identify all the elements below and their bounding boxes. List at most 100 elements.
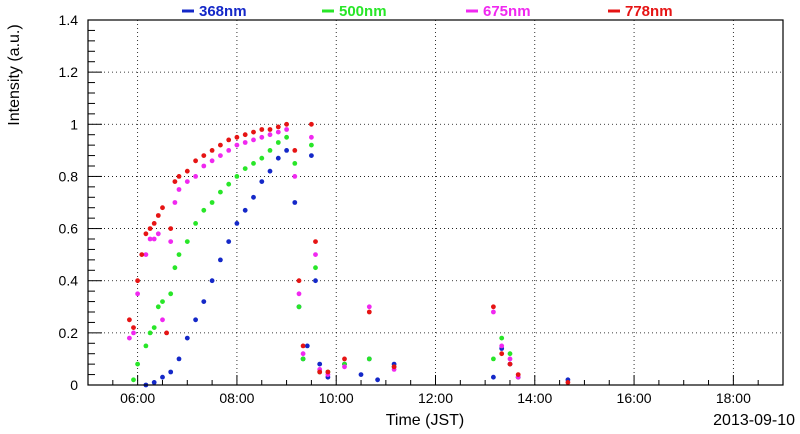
data-point	[507, 351, 513, 357]
plot-frame	[87, 19, 784, 386]
data-point	[168, 369, 174, 375]
data-point	[304, 343, 310, 349]
series-368nm	[143, 148, 571, 388]
data-point	[131, 377, 136, 383]
data-point	[259, 127, 265, 132]
data-point	[147, 330, 153, 336]
data-point	[160, 317, 165, 323]
data-point	[168, 239, 174, 245]
data-point	[491, 309, 496, 315]
data-point	[292, 174, 298, 179]
data-point	[296, 278, 302, 284]
data-point	[201, 299, 207, 304]
legend: 368nm 500nm 675nm 778nm	[182, 3, 673, 20]
data-point	[342, 356, 347, 362]
data-points	[126, 121, 571, 388]
data-point	[209, 200, 215, 205]
data-point	[193, 221, 199, 226]
data-point	[309, 142, 314, 148]
data-point	[259, 134, 265, 140]
axis-ticks: 06:00 08:00 10:00 12:00 14:00 16:00 18:00 0 0.2 0…	[59, 12, 759, 406]
data-point	[242, 140, 248, 145]
x-tick-label: 18:00	[716, 390, 751, 406]
data-point	[126, 335, 132, 341]
data-point	[366, 304, 372, 310]
y-tick-label: 1	[70, 116, 78, 132]
data-point	[193, 174, 199, 179]
data-point	[218, 142, 223, 148]
data-point	[515, 372, 521, 377]
data-point	[491, 304, 496, 310]
data-point	[267, 148, 273, 153]
data-point	[275, 129, 281, 135]
grid	[88, 20, 783, 385]
data-point	[226, 137, 232, 143]
date-label: 2013-09-10	[713, 412, 795, 429]
data-point	[147, 226, 153, 232]
data-point	[164, 330, 170, 336]
data-point	[226, 181, 232, 187]
data-point	[499, 343, 505, 349]
y-axis-label: Intensity (a.u.)	[6, 24, 23, 125]
data-point	[300, 351, 306, 357]
data-point	[292, 148, 298, 153]
data-point	[267, 168, 273, 174]
data-point	[565, 380, 571, 385]
data-point	[172, 200, 178, 205]
legend-label: 500nm	[339, 3, 387, 20]
x-tick-label: 06:00	[120, 390, 155, 406]
data-point	[160, 374, 165, 380]
data-point	[201, 153, 207, 159]
data-point	[275, 155, 281, 161]
data-point	[242, 132, 248, 138]
data-point	[234, 134, 240, 140]
y-tick-label: 1.4	[59, 12, 79, 28]
data-point	[491, 374, 496, 380]
data-point	[313, 252, 318, 257]
data-point	[218, 189, 223, 195]
data-point	[251, 161, 256, 166]
legend-label: 368nm	[199, 3, 247, 20]
data-point	[292, 200, 298, 205]
y-tick-label: 0.4	[59, 273, 79, 289]
data-point	[139, 252, 145, 257]
data-point	[375, 377, 380, 383]
x-axis-label: Time (JST)	[386, 412, 465, 429]
data-point	[168, 226, 174, 232]
y-tick-label: 0	[70, 377, 78, 393]
data-point	[209, 148, 215, 153]
data-point	[160, 299, 165, 304]
x-tick-label: 12:00	[418, 390, 453, 406]
data-point	[309, 153, 314, 159]
data-point	[313, 239, 318, 245]
data-point	[172, 265, 178, 271]
data-point	[292, 161, 298, 166]
y-tick-label: 0.6	[59, 221, 79, 237]
x-tick-label: 10:00	[319, 390, 354, 406]
data-point	[284, 127, 289, 132]
x-tick-label: 14:00	[517, 390, 552, 406]
y-tick-label: 1.2	[59, 64, 79, 80]
data-point	[131, 330, 136, 336]
data-point	[296, 304, 302, 310]
data-point	[176, 252, 182, 257]
data-point	[267, 127, 273, 132]
data-point	[151, 236, 157, 242]
data-point	[391, 364, 397, 370]
data-point	[267, 132, 273, 138]
data-point	[300, 343, 306, 349]
series-675nm	[126, 127, 521, 380]
data-point	[499, 335, 505, 341]
y-tick-label: 0.8	[59, 168, 79, 184]
data-point	[275, 140, 281, 145]
data-point	[300, 356, 306, 362]
data-point	[507, 356, 513, 362]
x-tick-label: 08:00	[219, 390, 254, 406]
data-point	[499, 351, 505, 357]
data-point	[160, 205, 165, 211]
data-point	[126, 317, 132, 323]
data-point	[313, 265, 318, 271]
data-point	[143, 343, 149, 349]
data-point	[234, 142, 240, 148]
